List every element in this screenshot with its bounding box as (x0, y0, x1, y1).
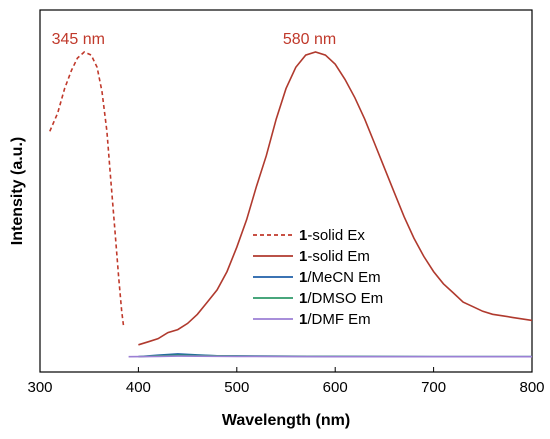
series-layer (49, 51, 533, 358)
x-axis-title: Wavelength (nm) (222, 412, 350, 429)
series-line-0 (49, 51, 125, 327)
peak-annotation: 580 nm (283, 31, 336, 48)
y-axis-title: Intensity (a.u.) (9, 137, 26, 245)
legend-label: 1-solid Ex (299, 227, 365, 244)
series-line-1 (138, 51, 533, 346)
legend-label-text: -solid Em (307, 248, 370, 265)
x-tick-label: 300 (27, 379, 52, 396)
plot-frame (39, 9, 533, 373)
legend-label: 1/DMF Em (299, 311, 371, 328)
legend-label-text: -solid Ex (307, 227, 365, 244)
legend-label: 1/MeCN Em (299, 269, 381, 286)
x-axis: 300 400 500 600 700 800 (27, 367, 545, 396)
legend-label-compound: 1 (299, 290, 307, 307)
legend-label-compound: 1 (299, 269, 307, 286)
x-tick-label: 700 (421, 379, 446, 396)
legend-label-compound: 1 (299, 311, 307, 328)
peak-annotation: 345 nm (52, 31, 105, 48)
legend-label-compound: 1 (299, 248, 307, 265)
legend-label-text: /DMF Em (307, 311, 370, 328)
x-tick-label: 800 (519, 379, 544, 396)
series-line-4 (128, 355, 532, 358)
x-tick-label: 600 (323, 379, 348, 396)
legend-label-text: /MeCN Em (307, 269, 380, 286)
legend-label: 1-solid Em (299, 248, 370, 265)
x-tick-label: 500 (224, 379, 249, 396)
annotations: 345 nm 580 nm (52, 31, 337, 48)
legend-label-compound: 1 (299, 227, 307, 244)
legend-label-text: /DMSO Em (307, 290, 383, 307)
legend-label: 1/DMSO Em (299, 290, 383, 307)
legend: 1-solid Ex1-solid Em1/MeCN Em1/DMSO Em1/… (253, 227, 383, 328)
x-tick-label: 400 (126, 379, 151, 396)
